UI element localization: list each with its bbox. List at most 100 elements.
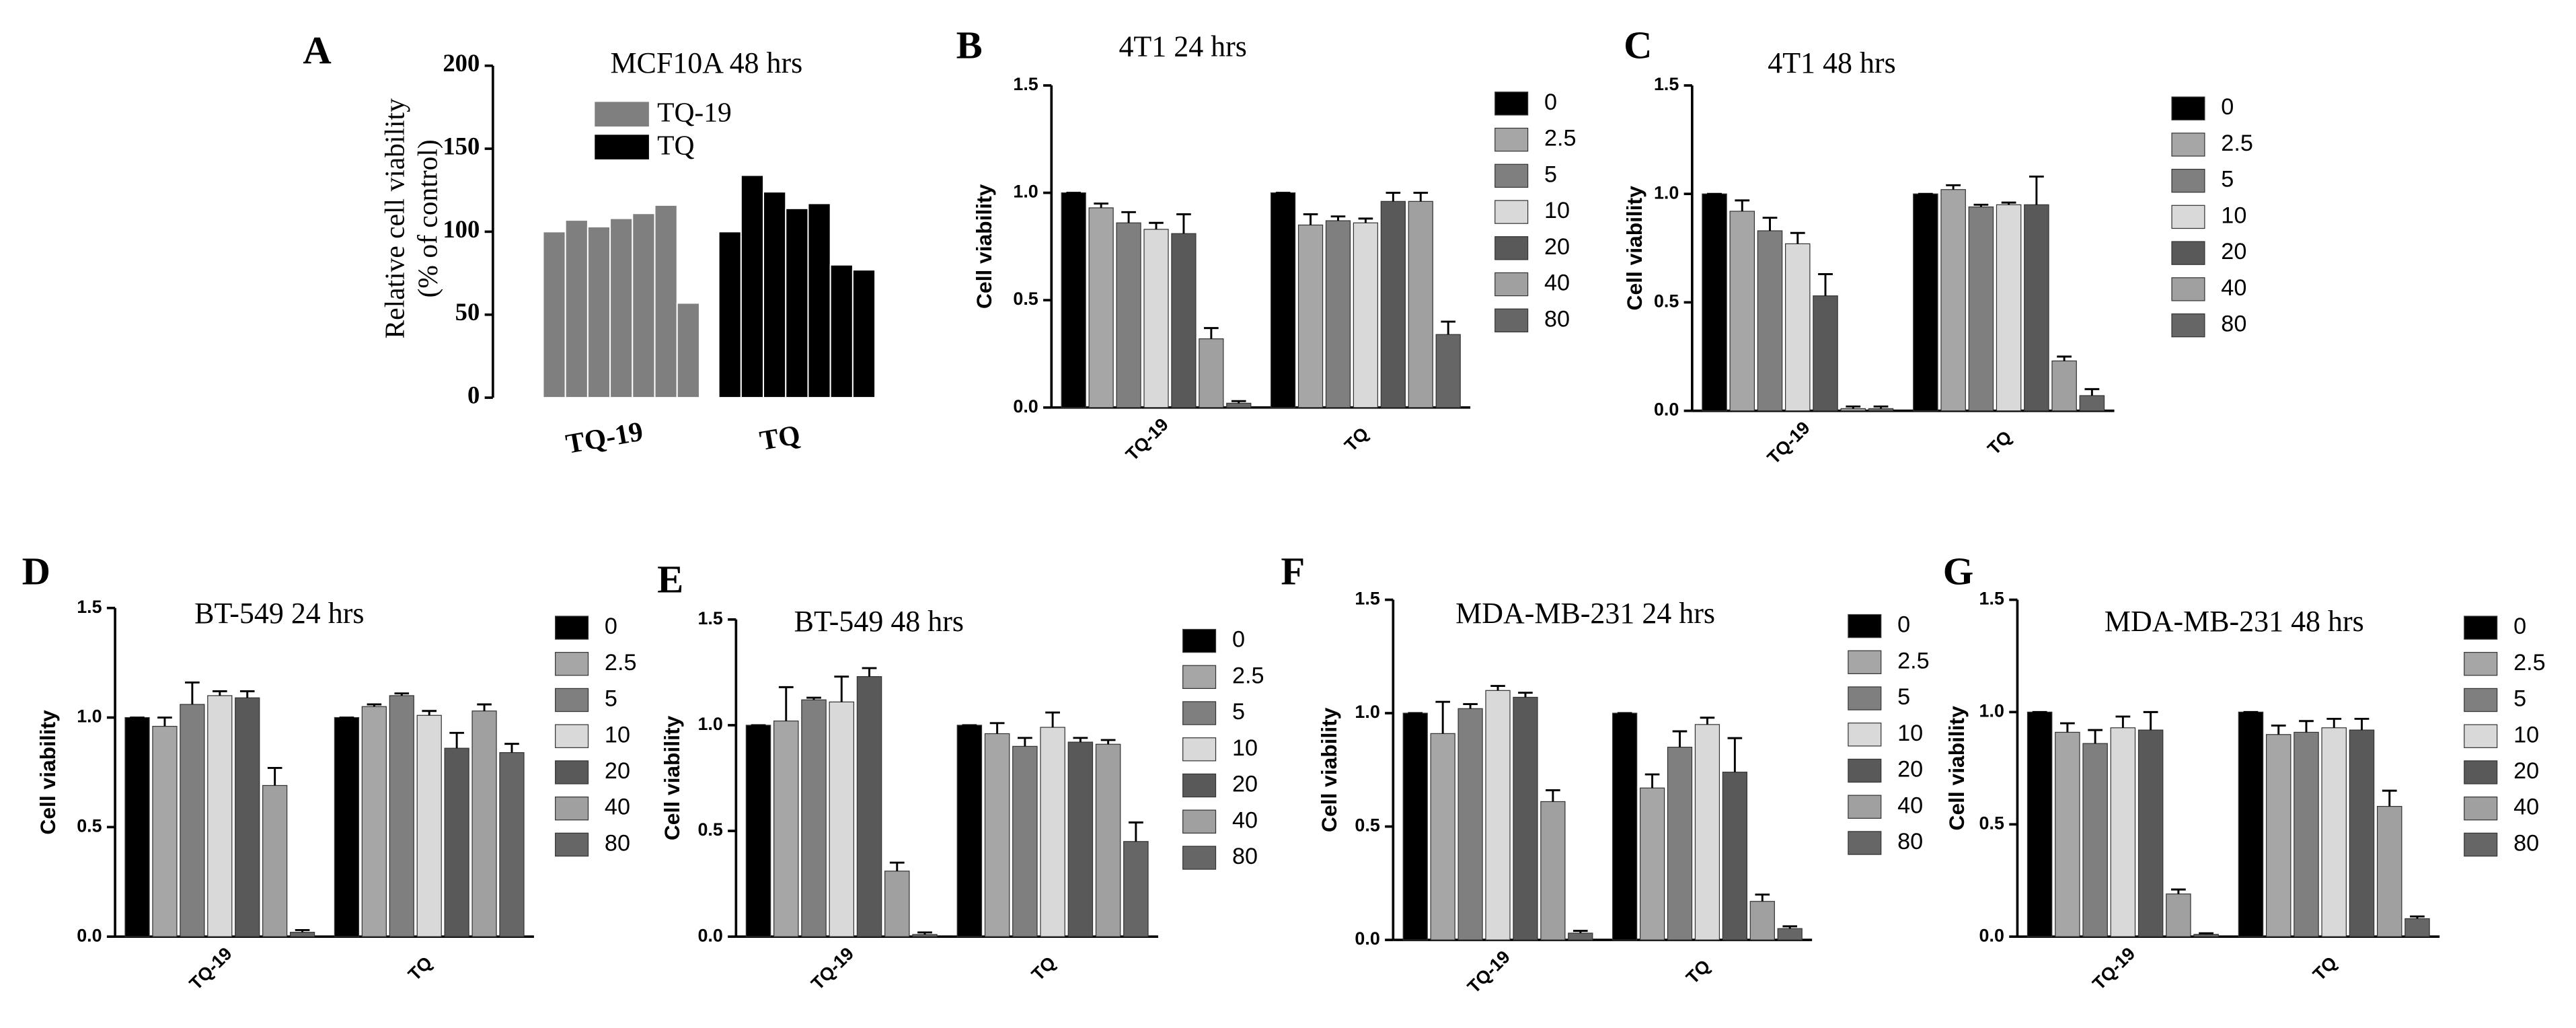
bar: [1123, 841, 1149, 937]
x-tick-label: TQ-19: [1464, 947, 1514, 997]
error-bar: [1946, 184, 1961, 190]
legend-label: 80: [1897, 829, 1923, 854]
bar: [2082, 743, 2108, 937]
legend-label: 10: [1897, 721, 1923, 746]
y-tick-label: 0: [467, 381, 480, 408]
y-axis-label: Cell viability: [660, 716, 684, 841]
error-bar: [2354, 717, 2370, 731]
bar: [1380, 200, 1406, 408]
legend-swatch: [1494, 308, 1529, 332]
legend-swatch: [2171, 168, 2205, 193]
bar: [856, 676, 882, 937]
error-bar: [1100, 739, 1116, 745]
bar: [1667, 746, 1693, 941]
bar: [1095, 743, 1121, 937]
legend-swatch: [1848, 686, 1882, 710]
legend-label: 10: [605, 722, 630, 747]
error-bar: [239, 690, 255, 698]
legend-label: 0: [2513, 614, 2526, 639]
bar: [2404, 918, 2430, 937]
bar: [1430, 733, 1455, 941]
bar: [1088, 207, 1114, 408]
error-bar: [295, 928, 310, 932]
error-bar: [2299, 720, 2314, 733]
error-bar: [185, 681, 200, 705]
bar: [2026, 711, 2053, 937]
legend-label: 20: [1232, 772, 1258, 797]
bar: [1226, 402, 1252, 408]
bar: [1996, 204, 2022, 412]
bar: [1297, 224, 1324, 408]
y-tick-label: 1.0: [697, 714, 722, 734]
legend-label: 0: [605, 614, 617, 639]
error-bar: [2059, 722, 2075, 733]
error-bar: [2170, 888, 2186, 894]
chart-title: 4T1 48 hrs: [1768, 46, 1895, 79]
error-bar: [917, 931, 932, 935]
legend-swatch: [1182, 846, 1217, 870]
y-tick-label: 100: [443, 215, 480, 243]
legend-label: TQ: [657, 129, 694, 160]
legend-label: 0: [1897, 612, 1910, 638]
bar: [1067, 741, 1094, 937]
bar: [2055, 731, 2080, 937]
bar: [1012, 745, 1038, 937]
error-bar: [1973, 203, 1989, 207]
legend-swatch: [1494, 163, 1529, 188]
y-tick-label: 0.0: [697, 925, 722, 945]
error-bar: [1727, 737, 1743, 772]
y-tick-label: 1.5: [1654, 74, 1679, 94]
bar: [2193, 934, 2219, 937]
bar: [807, 203, 831, 399]
legend-label: 2.5: [2221, 131, 2253, 156]
legend-swatch: [1494, 200, 1529, 224]
y-tick-label: 0.5: [1654, 291, 1679, 311]
legend-swatch: [555, 724, 589, 748]
legend-label: 20: [1544, 234, 1570, 260]
bar: [654, 204, 678, 399]
legend-swatch: [2171, 133, 2205, 157]
y-tick-label: 1.0: [1013, 182, 1038, 202]
legend-label: 80: [1232, 844, 1258, 869]
bar: [1457, 708, 1483, 941]
legend-swatch: [1848, 650, 1882, 675]
legend-label: 80: [2221, 311, 2246, 337]
legend-swatch: [2464, 796, 2498, 821]
bar: [1968, 206, 1994, 412]
y-tick-label: 0.0: [1979, 925, 2004, 945]
panel: F MDA-MB-231 24 hrs 0.0 0.5 1.0 1.5 Cell viabi…: [1281, 549, 1929, 997]
x-tick-label: TQ: [2309, 953, 2341, 985]
legend-swatch: [2171, 96, 2205, 120]
y-tick-label: 0.0: [77, 925, 102, 945]
error-bar: [2088, 729, 2103, 744]
legend-label: 20: [2513, 758, 2539, 784]
error-bar: [1782, 925, 1798, 929]
bar: [1040, 727, 1065, 937]
bar: [235, 697, 260, 937]
error-bar: [1818, 273, 1833, 296]
legend-swatch: [1848, 795, 1882, 819]
legend-swatch: [2171, 313, 2205, 338]
error-bar: [2271, 724, 2286, 735]
bar: [2079, 395, 2105, 412]
legend-label: 5: [1544, 161, 1557, 187]
legend-swatch: [555, 616, 589, 640]
bar: [334, 717, 360, 937]
bar: [1353, 222, 1379, 408]
x-tick-label: TQ: [1983, 427, 2016, 459]
bar: [416, 714, 442, 937]
legend-label: 40: [605, 795, 630, 820]
bar: [289, 932, 315, 937]
bar: [1694, 724, 1720, 941]
y-tick-label: 0.5: [1013, 289, 1038, 309]
legend-swatch: [2464, 832, 2498, 857]
bar: [1840, 408, 1866, 412]
bar: [1171, 233, 1197, 408]
x-tick-label: TQ-19: [1122, 414, 1172, 465]
bar: [586, 226, 611, 399]
bar: [2349, 729, 2375, 937]
error-bar: [2001, 201, 2016, 205]
legend-swatch: [1182, 665, 1217, 689]
bar: [389, 695, 414, 937]
legend-swatch: [1494, 127, 1529, 152]
